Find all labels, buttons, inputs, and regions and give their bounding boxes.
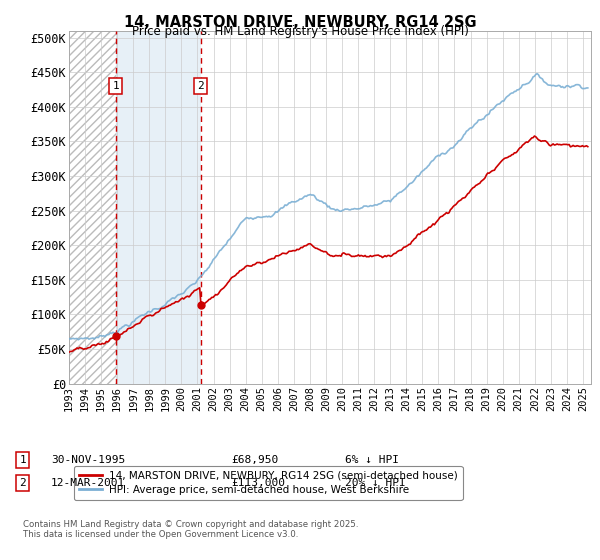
Text: 1: 1: [113, 81, 119, 91]
Text: Price paid vs. HM Land Registry's House Price Index (HPI): Price paid vs. HM Land Registry's House …: [131, 25, 469, 38]
Text: 14, MARSTON DRIVE, NEWBURY, RG14 2SG: 14, MARSTON DRIVE, NEWBURY, RG14 2SG: [124, 15, 476, 30]
Text: Contains HM Land Registry data © Crown copyright and database right 2025.
This d: Contains HM Land Registry data © Crown c…: [23, 520, 358, 539]
Text: 30-NOV-1995: 30-NOV-1995: [51, 455, 125, 465]
Legend: 14, MARSTON DRIVE, NEWBURY, RG14 2SG (semi-detached house), HPI: Average price, : 14, MARSTON DRIVE, NEWBURY, RG14 2SG (se…: [74, 465, 463, 500]
Text: 12-MAR-2001: 12-MAR-2001: [51, 478, 125, 488]
Text: 20% ↓ HPI: 20% ↓ HPI: [345, 478, 406, 488]
Text: 1: 1: [19, 455, 26, 465]
Text: 6% ↓ HPI: 6% ↓ HPI: [345, 455, 399, 465]
Text: £68,950: £68,950: [231, 455, 278, 465]
Text: £113,000: £113,000: [231, 478, 285, 488]
Bar: [116, 31, 200, 384]
Bar: [69, 31, 116, 384]
Text: 2: 2: [197, 81, 204, 91]
Text: 2: 2: [19, 478, 26, 488]
